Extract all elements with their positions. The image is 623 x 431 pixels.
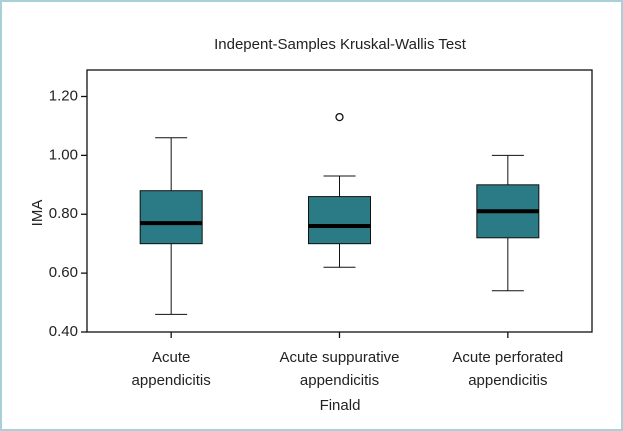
x-tick-label: appendicitis — [300, 372, 379, 389]
chart-title: Indepent-Samples Kruskal-Wallis Test — [214, 36, 467, 53]
box — [139, 190, 203, 245]
y-tick-label: 1.20 — [49, 87, 78, 104]
x-tick-label: Acute suppurative — [279, 349, 399, 366]
x-tick-label: Acute — [152, 349, 190, 366]
y-tick-label: 0.80 — [49, 205, 78, 222]
x-tick-label: appendicitis — [132, 372, 211, 389]
x-tick-label: Acute perforated — [452, 349, 563, 366]
y-tick-label: 0.60 — [49, 264, 78, 281]
x-tick-label: appendicitis — [468, 372, 547, 389]
y-axis-label: IMA — [29, 200, 46, 227]
outlier — [335, 112, 344, 122]
x-axis-label: Finald — [320, 397, 361, 414]
y-tick-label: 1.00 — [49, 146, 78, 163]
box — [308, 196, 371, 245]
y-tick-label: 0.40 — [49, 323, 78, 340]
